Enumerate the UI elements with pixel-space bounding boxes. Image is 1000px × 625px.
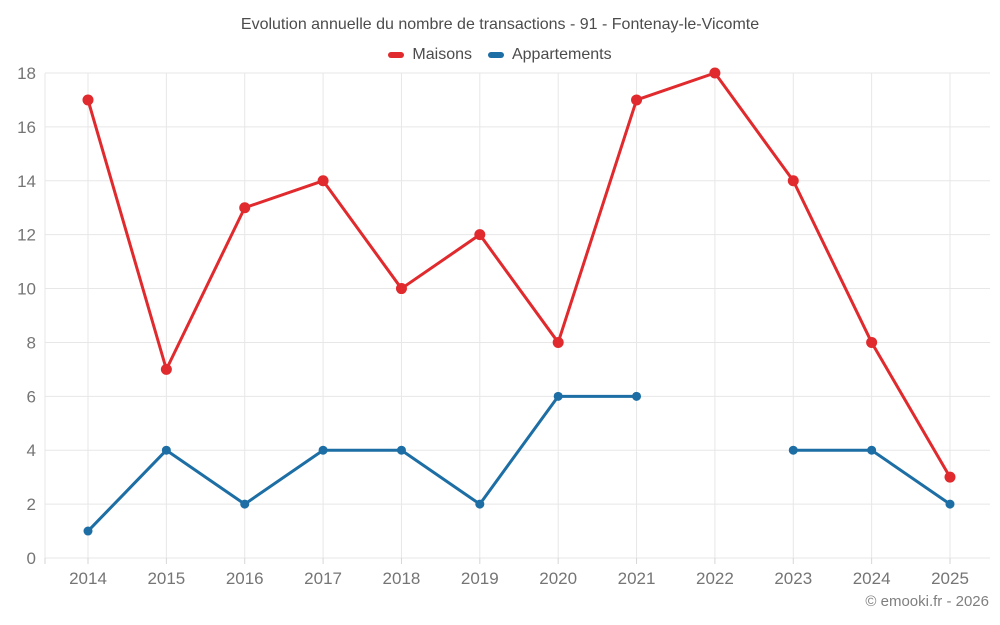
legend-label-appartements: Appartements xyxy=(511,46,612,63)
data-point-maisons-2025[interactable] xyxy=(944,471,956,483)
series-line-appartements xyxy=(86,394,639,533)
data-point-appartements-2025[interactable] xyxy=(945,499,955,509)
data-point-appartements-2020[interactable] xyxy=(553,391,563,401)
data-point-maisons-2024[interactable] xyxy=(866,336,878,348)
x-axis-tick-label: 2017 xyxy=(304,569,342,588)
x-axis-tick-label: 2021 xyxy=(618,569,656,588)
data-point-appartements-2017[interactable] xyxy=(318,445,328,455)
data-point-appartements-2019[interactable] xyxy=(475,499,485,509)
y-axis-tick-label: 16 xyxy=(17,118,36,137)
y-axis-tick-label: 12 xyxy=(17,226,36,245)
data-point-maisons-2015[interactable] xyxy=(160,363,172,375)
x-axis-tick-label: 2024 xyxy=(853,569,891,588)
x-axis-tick-label: 2018 xyxy=(383,569,421,588)
y-axis-tick-label: 4 xyxy=(27,441,36,460)
legend-item-maisons[interactable]: Maisons xyxy=(388,46,472,64)
x-axis-tick-label: 2020 xyxy=(539,569,577,588)
data-point-maisons-2019[interactable] xyxy=(474,229,486,241)
legend-swatch-appartements-icon xyxy=(487,52,504,58)
y-axis-tick-label: 2 xyxy=(27,495,36,514)
legend-swatch-maisons-icon xyxy=(388,52,405,58)
data-point-maisons-2016[interactable] xyxy=(239,202,251,214)
data-point-maisons-2014[interactable] xyxy=(82,94,94,106)
y-axis-tick-label: 18 xyxy=(17,64,36,83)
x-axis-tick-label: 2022 xyxy=(696,569,734,588)
data-point-maisons-2021[interactable] xyxy=(631,94,643,106)
data-point-appartements-2021[interactable] xyxy=(632,391,642,401)
copyright-credit: © emooki.fr - 2026 xyxy=(865,593,989,610)
y-axis-tick-label: 6 xyxy=(27,387,36,406)
x-axis-tick-label: 2014 xyxy=(69,569,107,588)
legend-item-appartements[interactable]: Appartements xyxy=(487,46,612,64)
data-point-maisons-2023[interactable] xyxy=(787,175,799,187)
data-point-appartements-2024[interactable] xyxy=(867,445,877,455)
y-axis-tick-label: 14 xyxy=(17,172,36,191)
data-point-maisons-2020[interactable] xyxy=(552,336,564,348)
x-axis-tick-label: 2015 xyxy=(147,569,185,588)
series-line-maisons xyxy=(86,71,952,479)
legend-label-maisons: Maisons xyxy=(412,46,472,63)
y-axis-tick-label: 8 xyxy=(27,333,36,352)
data-point-appartements-2015[interactable] xyxy=(161,445,171,455)
data-point-appartements-2018[interactable] xyxy=(396,445,406,455)
x-axis-tick-label: 2019 xyxy=(461,569,499,588)
chart-title: Evolution annuelle du nombre de transact… xyxy=(240,16,760,33)
data-point-maisons-2017[interactable] xyxy=(317,175,329,187)
data-point-maisons-2022[interactable] xyxy=(709,67,721,79)
x-axis-tick-label: 2023 xyxy=(774,569,812,588)
x-axis-tick-label: 2025 xyxy=(931,569,969,588)
data-point-appartements-2023[interactable] xyxy=(788,445,798,455)
y-axis-tick-label: 10 xyxy=(17,280,36,299)
data-point-maisons-2018[interactable] xyxy=(395,283,407,295)
data-point-appartements-2014[interactable] xyxy=(83,526,93,536)
data-point-appartements-2016[interactable] xyxy=(240,499,250,509)
x-axis-tick-label: 2016 xyxy=(226,569,264,588)
y-axis-tick-label: 0 xyxy=(27,549,36,568)
legend: Maisons Appartements xyxy=(0,46,1000,64)
